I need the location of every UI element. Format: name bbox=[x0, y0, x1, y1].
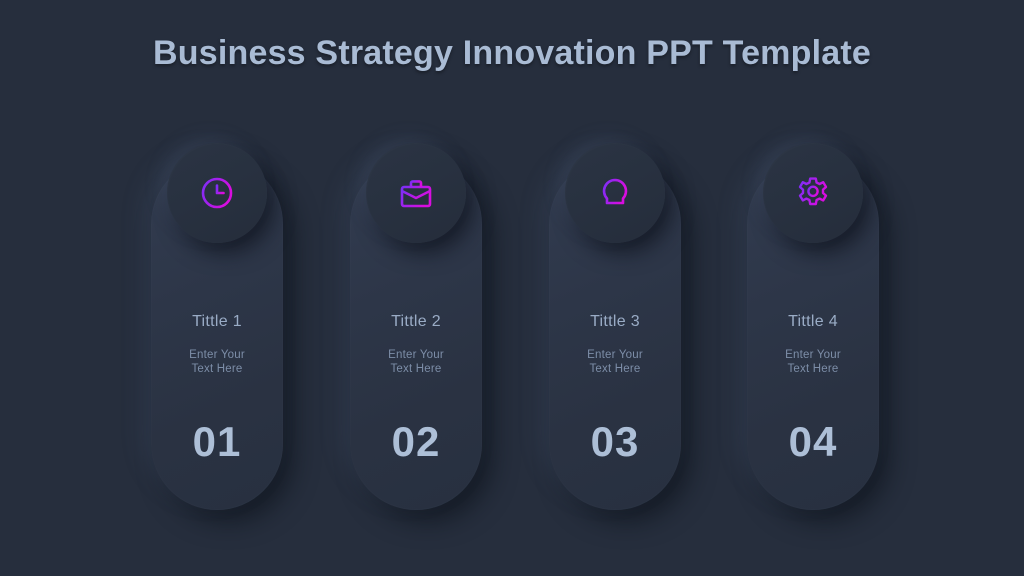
gear-icon bbox=[793, 173, 833, 213]
card-number-1: 01 bbox=[192, 418, 242, 465]
card-description-2: Enter Your Text Here bbox=[350, 348, 482, 376]
card-description-1: Enter Your Text Here bbox=[151, 348, 283, 376]
card-title-3: Tittle 3 bbox=[590, 313, 640, 330]
card-description-3: Enter Your Text Here bbox=[549, 348, 681, 376]
icon-circle-3[interactable] bbox=[565, 143, 665, 243]
card-title-4: Tittle 4 bbox=[788, 313, 838, 330]
icon-circle-2[interactable] bbox=[366, 143, 466, 243]
card-description-line2: Text Here bbox=[787, 363, 839, 375]
card-2[interactable]: Tittle 2 Enter Your Text Here 02 bbox=[350, 143, 482, 510]
card-description-line1: Enter Your bbox=[388, 349, 444, 361]
page-title: Business Strategy Innovation PPT Templat… bbox=[153, 34, 871, 72]
clock-icon bbox=[197, 173, 237, 213]
briefcase-icon bbox=[395, 173, 437, 213]
card-description-line2: Text Here bbox=[390, 363, 442, 375]
card-number-2: 02 bbox=[391, 418, 441, 465]
card-description-line1: Enter Your bbox=[587, 349, 643, 361]
icon-circle-1[interactable] bbox=[167, 143, 267, 243]
card-number-3: 03 bbox=[590, 418, 640, 465]
card-description-line2: Text Here bbox=[589, 363, 641, 375]
card-1[interactable]: Tittle 1 Enter Your Text Here 01 bbox=[151, 143, 283, 510]
card-4[interactable]: Tittle 4 Enter Your Text Here 04 bbox=[747, 143, 879, 510]
cards-row: Tittle 1 Enter Your Text Here 01 bbox=[0, 143, 1024, 543]
card-description-line1: Enter Your bbox=[785, 349, 841, 361]
card-description-line1: Enter Your bbox=[189, 349, 245, 361]
card-description-4: Enter Your Text Here bbox=[747, 348, 879, 376]
card-description-line2: Text Here bbox=[191, 363, 243, 375]
icon-circle-4[interactable] bbox=[763, 143, 863, 243]
card-title-2: Tittle 2 bbox=[391, 313, 441, 330]
card-3[interactable]: Tittle 3 Enter Your Text Here 03 bbox=[549, 143, 681, 510]
lightbulb-icon bbox=[596, 173, 634, 213]
card-title-1: Tittle 1 bbox=[192, 313, 242, 330]
card-number-4: 04 bbox=[788, 418, 838, 465]
